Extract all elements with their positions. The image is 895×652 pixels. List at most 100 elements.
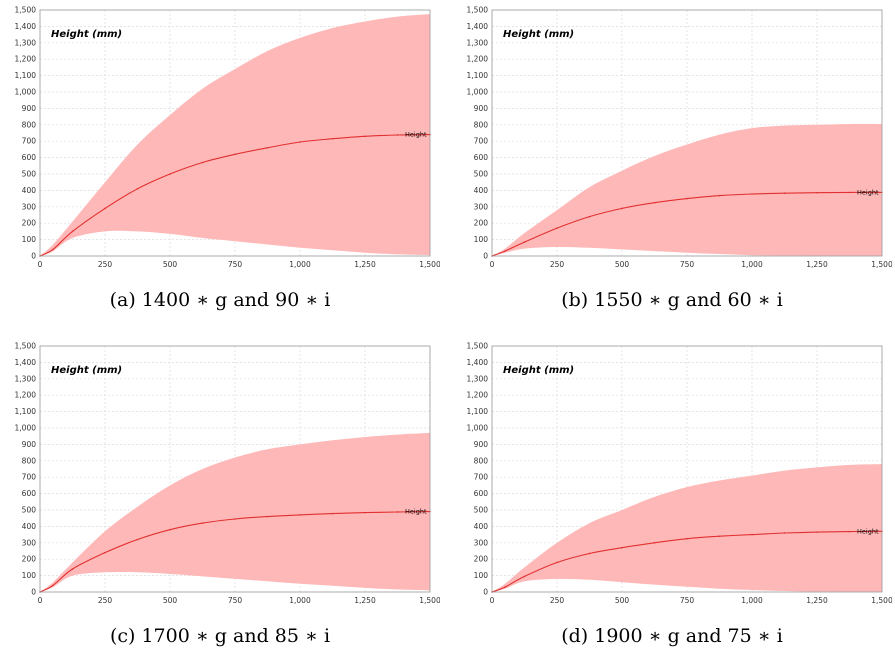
y-tick-label: 0 [31, 252, 36, 261]
chart-panel-b: Height 0 100 200 300 400 500 600 700 800 900 1,000 1… [452, 0, 892, 282]
y-tick-label: 700 [22, 473, 37, 482]
height-point [783, 532, 786, 534]
y-tick-label: 0 [31, 588, 36, 597]
y-tick-label: 1,400 [467, 358, 489, 367]
y-tick-label: 500 [474, 506, 489, 515]
x-tick-label: 250 [550, 596, 565, 605]
x-tick-label: 500 [163, 260, 178, 269]
y-tick-label: 500 [474, 170, 489, 179]
y-tick-label: 400 [474, 186, 489, 195]
plot-frame [39, 345, 431, 593]
height-point [588, 552, 591, 555]
chart-svg: Height 0 100 200 300 400 500 600 700 800 900 1,000 1… [15, 6, 440, 270]
y-tick-label: 300 [22, 202, 37, 211]
height-point [71, 568, 74, 570]
chart-title: Height (mm) [51, 29, 122, 40]
height-point [104, 551, 106, 554]
y-tick-label: 900 [474, 440, 489, 449]
y-tick-label: 100 [474, 571, 489, 580]
y-tick-label: 100 [474, 235, 489, 244]
chart-panel-a: Height 0 100 200 300 400 500 600 700 800 900 1,000 1… [0, 0, 440, 282]
height-point [504, 586, 506, 588]
height-point [396, 134, 399, 136]
x-tick-label: 750 [680, 596, 695, 605]
height-point [201, 161, 204, 164]
x-tick-label: 1,250 [806, 260, 828, 269]
x-tick-label: 1,500 [871, 260, 892, 269]
plot-frame [491, 9, 883, 257]
x-tick-label: 250 [98, 260, 113, 269]
y-tick-label: 500 [22, 170, 37, 179]
y-tick-label: 700 [22, 137, 37, 146]
height-point [621, 546, 623, 549]
x-tick-label: 500 [163, 596, 178, 605]
confidence-band [40, 14, 430, 256]
chart-panel-d: Height 0 100 200 300 400 500 600 700 800 900 1,000 1… [452, 336, 892, 618]
height-series-line [491, 191, 883, 257]
y-tick-label: 1,100 [15, 71, 37, 80]
plot-frame [39, 9, 431, 257]
y-tick-label: 800 [474, 456, 489, 465]
height-point [136, 187, 139, 190]
y-tick-label: 1,400 [467, 22, 489, 31]
height-point [556, 227, 558, 229]
y-tick-label: 1,100 [15, 407, 37, 416]
y-tick-label: 400 [22, 522, 37, 531]
chart-title: Height (mm) [503, 365, 574, 376]
y-tick-label: 1,500 [15, 342, 37, 351]
y-tick-label: 100 [22, 235, 37, 244]
height-point [588, 215, 591, 218]
x-tick-label: 0 [490, 596, 495, 605]
y-tick-label: 800 [22, 120, 37, 129]
height-point [169, 173, 171, 175]
y-tick-label: 200 [22, 219, 37, 228]
y-tick-label: 600 [22, 153, 37, 162]
height-point [816, 531, 818, 533]
y-tick-label: 1,300 [15, 38, 37, 47]
height-point [504, 250, 506, 252]
x-tick-label: 750 [228, 260, 243, 269]
confidence-band [492, 464, 882, 593]
x-tick-label: 1,000 [289, 596, 311, 605]
y-tick-label: 1,500 [15, 6, 37, 15]
x-tick-label: 250 [550, 260, 565, 269]
x-tick-label: 1,000 [741, 596, 763, 605]
height-point [104, 207, 106, 210]
y-tick-label: 1,000 [467, 88, 489, 97]
height-series-line [491, 530, 883, 593]
height-point [234, 518, 236, 520]
confidence-band [40, 432, 430, 592]
y-tick-label: 900 [22, 104, 37, 113]
y-tick-label: 600 [22, 489, 37, 498]
height-point [783, 192, 786, 194]
y-tick-label: 1,100 [467, 407, 489, 416]
height-point [266, 146, 269, 149]
x-tick-label: 1,500 [419, 596, 440, 605]
y-tick-label: 700 [474, 137, 489, 146]
x-tick-label: 500 [615, 260, 630, 269]
chart-svg: Height 0 100 200 300 400 500 600 700 800 900 1,000 1… [467, 6, 892, 270]
height-point [751, 193, 753, 195]
height-point [364, 511, 366, 514]
chart-title: Height (mm) [51, 365, 122, 376]
series-end-label: Height [857, 188, 879, 196]
height-point [299, 141, 301, 143]
height-point [816, 191, 818, 194]
confidence-band [492, 123, 882, 257]
chart-svg: Height 0 100 200 300 400 500 600 700 800 900 1,000 1… [467, 342, 892, 606]
height-series-line [39, 511, 431, 593]
y-tick-label: 1,300 [467, 38, 489, 47]
y-tick-label: 1,200 [467, 55, 489, 64]
x-tick-label: 500 [615, 596, 630, 605]
height-point [523, 241, 526, 243]
y-tick-label: 200 [474, 555, 489, 564]
x-tick-label: 1,250 [354, 260, 376, 269]
height-point [751, 533, 753, 536]
y-tick-label: 900 [474, 104, 489, 113]
height-point [331, 137, 334, 140]
y-tick-label: 1,500 [467, 342, 489, 351]
x-tick-label: 0 [490, 260, 495, 269]
height-point [686, 197, 688, 200]
height-point [234, 153, 236, 156]
y-tick-label: 200 [22, 555, 37, 564]
